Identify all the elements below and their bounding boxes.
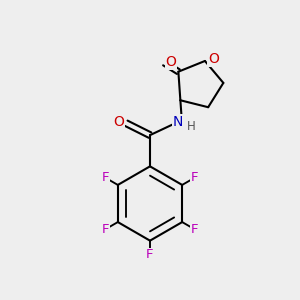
Text: F: F [102,223,109,236]
Text: O: O [208,52,219,67]
Text: O: O [113,115,124,129]
Text: F: F [191,223,198,236]
Text: O: O [166,55,176,69]
Text: F: F [102,171,109,184]
Text: F: F [191,171,198,184]
Text: F: F [146,248,154,261]
Text: N: N [173,115,183,129]
Text: H: H [187,120,196,133]
